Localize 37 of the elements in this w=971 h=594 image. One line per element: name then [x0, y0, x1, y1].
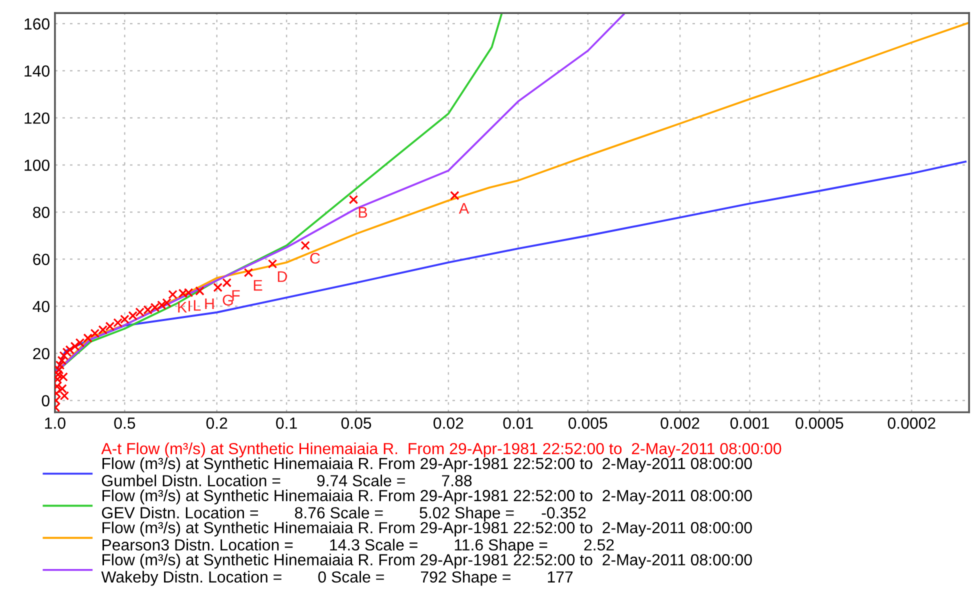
- y-tick-label: 0: [42, 395, 50, 406]
- y-tick-label: 100: [24, 160, 50, 171]
- x-tick-label: 0.0005: [796, 418, 844, 429]
- annotation: I: [188, 300, 190, 312]
- y-tick-label: 40: [32, 300, 50, 312]
- annotation: A: [458, 203, 469, 214]
- x-tick-label: 0.001: [730, 418, 769, 429]
- annotation: B: [358, 207, 368, 218]
- y-tick-label: 160: [24, 18, 50, 30]
- annotation: G: [222, 294, 233, 306]
- y-tick-label: 80: [33, 206, 50, 218]
- annotation: E: [254, 280, 262, 291]
- x-tick-label: 0.1: [276, 418, 297, 429]
- y-tick-label: 20: [33, 348, 50, 360]
- legend-label: Flow (m³/s) at Synthetic Hinemaiaia R. From 29-Apr-1981 22:52:00 to 2-May-2011 08:00:00 Gumbel Distn. Location = 9.74 Scale = 7.88: [102, 457, 752, 486]
- x-tick-label: 0.02: [434, 418, 464, 429]
- x-tick-label: 0.2: [206, 418, 228, 429]
- annotation: H: [205, 298, 214, 309]
- y-tick-label: 120: [24, 112, 50, 124]
- annotation: K: [178, 302, 187, 313]
- annotation: F: [232, 290, 240, 301]
- x-tick-label: 0.05: [341, 418, 372, 429]
- x-tick-label: 0.5: [114, 418, 136, 429]
- y-tick-label: 60: [33, 254, 50, 266]
- annotation: L: [194, 300, 201, 311]
- legend-label: Flow (m³/s) at Synthetic Hinemaiaia R. From 29-Apr-1981 22:52:00 to 2-May-2011 08:00:00 GEV Distn. Location = 8.76 Scale = 5.02 Shape = -0.352: [102, 490, 752, 522]
- x-tick-label: 0.0002: [888, 418, 936, 429]
- legend-label: Flow (m³/s) at Synthetic Hinemaiaia R. From 29-Apr-1981 22:52:00 to 2-May-2011 08:00:00 Pearson3 Distn. Location = 14.3 Scale = 11.6 Shape = 2.52: [102, 522, 752, 554]
- x-tick-label: 0.002: [660, 418, 700, 429]
- y-tick-label: 140: [24, 65, 50, 77]
- text: A-t Flow (m³/s) at Synthetic Hinemaiaia R. From 29-Apr-1981 22:52:00 to 2-May-2011 08:00:00: [101, 442, 782, 458]
- annotation: C: [310, 252, 320, 264]
- x-tick-label: 0.005: [568, 418, 608, 429]
- annotation: D: [278, 271, 287, 282]
- x-tick-label: 1.0: [45, 418, 66, 429]
- legend-label: Flow (m³/s) at Synthetic Hinemaiaia R. From 29-Apr-1981 22:52:00 to 2-May-2011 08:00:00 Wakeby Distn. Location = 0 Scale = 792 Shape = 177: [101, 554, 752, 586]
- x-tick-label: 0.01: [503, 418, 533, 429]
